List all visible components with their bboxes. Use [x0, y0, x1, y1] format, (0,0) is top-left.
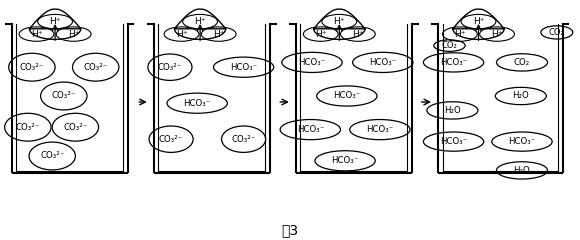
- Text: HCO₃⁻: HCO₃⁻: [369, 58, 396, 67]
- Text: HCO₃⁻: HCO₃⁻: [230, 63, 257, 72]
- Text: H₂O: H₂O: [444, 106, 461, 115]
- Text: CO₃²⁻: CO₃²⁻: [40, 151, 64, 161]
- Text: CO₃²⁻: CO₃²⁻: [159, 135, 183, 144]
- Text: CO₂: CO₂: [441, 41, 458, 50]
- Text: CO₃²⁻: CO₃²⁻: [84, 63, 108, 72]
- Text: CO₃²⁻: CO₃²⁻: [52, 91, 76, 101]
- Text: H⁺: H⁺: [31, 30, 42, 39]
- Text: CO₂: CO₂: [514, 58, 530, 67]
- Text: HCO₃⁻: HCO₃⁻: [184, 99, 211, 108]
- Text: CO₃²⁻: CO₃²⁻: [20, 63, 44, 72]
- Text: HCO₃⁻: HCO₃⁻: [299, 58, 325, 67]
- Text: H⁺: H⁺: [68, 30, 79, 39]
- Text: 图3: 图3: [281, 223, 299, 237]
- Text: H₂O: H₂O: [514, 166, 530, 175]
- Text: CO₂: CO₂: [549, 28, 565, 37]
- Text: CO₃²⁻: CO₃²⁻: [158, 63, 182, 72]
- Text: H⁺: H⁺: [176, 30, 187, 39]
- Text: HCO₃⁻: HCO₃⁻: [367, 125, 393, 134]
- Text: H⁺: H⁺: [194, 17, 206, 26]
- Text: H⁺: H⁺: [454, 30, 466, 39]
- Text: H₂O: H₂O: [513, 91, 529, 101]
- Text: CO₃²⁻: CO₃²⁻: [63, 123, 88, 132]
- Text: HCO₃⁻: HCO₃⁻: [332, 156, 358, 165]
- Text: HCO₃⁻: HCO₃⁻: [509, 137, 535, 146]
- Text: HCO₃⁻: HCO₃⁻: [334, 91, 360, 101]
- Text: CO₃²⁻: CO₃²⁻: [231, 135, 256, 144]
- Text: H⁺: H⁺: [315, 30, 327, 39]
- Text: H⁺: H⁺: [334, 17, 345, 26]
- Text: HCO₃⁻: HCO₃⁻: [440, 58, 467, 67]
- Text: CO₃²⁻: CO₃²⁻: [16, 123, 40, 132]
- Text: H⁺: H⁺: [352, 30, 364, 39]
- Text: H⁺: H⁺: [213, 30, 224, 39]
- Text: H⁺: H⁺: [473, 17, 484, 26]
- Text: H⁺: H⁺: [491, 30, 503, 39]
- Text: HCO₃⁻: HCO₃⁻: [440, 137, 467, 146]
- Text: HCO₃⁻: HCO₃⁻: [297, 125, 324, 134]
- Text: H⁺: H⁺: [49, 17, 61, 26]
